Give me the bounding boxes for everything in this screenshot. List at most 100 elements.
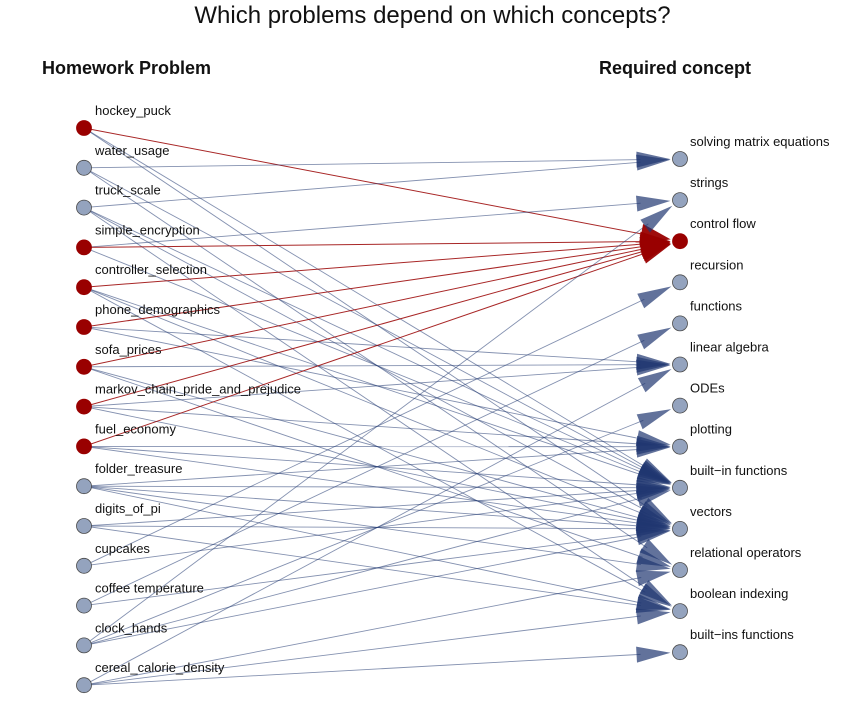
edge-13-9 xyxy=(83,536,642,646)
edge-3-8 xyxy=(83,246,644,474)
concept-node-11[interactable] xyxy=(672,603,688,619)
problem-node-7[interactable] xyxy=(76,398,92,415)
problem-label-5: phone_demographics xyxy=(95,302,221,317)
concept-node-12[interactable] xyxy=(672,644,688,661)
problem-label-0: hockey_puck xyxy=(95,103,171,118)
problem-label-8: fuel_economy xyxy=(95,421,176,436)
concept-node-7[interactable] xyxy=(672,438,688,455)
concept-label-3: recursion xyxy=(690,257,743,272)
problem-node-8[interactable] xyxy=(76,438,92,455)
concept-node-2[interactable] xyxy=(672,233,688,250)
problem-label-13: clock_hands xyxy=(95,620,168,635)
concept-label-6: ODEs xyxy=(690,381,725,396)
edge-8-2 xyxy=(83,252,647,447)
edge-0-8 xyxy=(83,127,647,468)
edge-13-1 xyxy=(83,223,649,646)
problem-node-14[interactable] xyxy=(76,677,92,694)
problem-node-11[interactable] xyxy=(76,557,92,574)
arrowhead-13-9 xyxy=(635,529,671,546)
problem-node-2[interactable] xyxy=(76,199,92,216)
concept-node-5[interactable] xyxy=(672,356,688,373)
edge-2-0 xyxy=(83,161,641,209)
edge-8-8 xyxy=(83,445,641,486)
edge-11-3 xyxy=(83,298,645,567)
concept-label-7: plotting xyxy=(690,422,732,437)
concept-node-0[interactable] xyxy=(672,151,688,167)
problem-node-1[interactable] xyxy=(76,159,92,176)
concept-label-0: solving matrix equations xyxy=(690,134,830,149)
edge-5-7 xyxy=(83,326,642,440)
arrowhead-14-5 xyxy=(637,369,672,393)
problem-node-12[interactable] xyxy=(76,597,92,614)
concept-node-10[interactable] xyxy=(672,562,688,578)
arrowhead-13-8 xyxy=(635,490,671,507)
edge-1-10 xyxy=(83,167,648,549)
edge-6-5 xyxy=(83,364,641,368)
problem-label-7: markov_chain_pride_and_prejudice xyxy=(95,382,301,397)
arrowhead-12-4 xyxy=(637,327,672,350)
edge-5-5 xyxy=(83,326,641,363)
concept-node-3[interactable] xyxy=(672,274,688,291)
edge-3-2 xyxy=(83,241,645,248)
problem-label-11: cupcakes xyxy=(95,541,150,556)
problem-label-9: folder_treasure xyxy=(95,461,182,476)
problem-node-5[interactable] xyxy=(76,319,92,335)
edge-4-2 xyxy=(83,243,645,288)
edge-4-11 xyxy=(83,286,646,593)
concept-node-6[interactable] xyxy=(672,397,688,414)
edge-6-10 xyxy=(83,366,643,558)
edge-12-9 xyxy=(83,533,641,607)
arrowhead-11-3 xyxy=(637,286,672,309)
edge-2-11 xyxy=(83,207,648,590)
concept-node-4[interactable] xyxy=(672,315,688,332)
edge-9-10 xyxy=(83,485,641,565)
edge-14-5 xyxy=(83,382,646,686)
arrowhead-2-9 xyxy=(637,501,672,525)
concept-node-8[interactable] xyxy=(672,479,688,496)
problem-label-12: coffee temperature xyxy=(95,581,204,596)
edge-9-9 xyxy=(83,485,641,527)
edge-3-1 xyxy=(83,202,641,248)
problem-node-4[interactable] xyxy=(76,279,92,296)
concept-node-1[interactable] xyxy=(672,192,688,209)
arrowhead-10-11 xyxy=(635,597,671,613)
arrowhead-1-10 xyxy=(639,539,673,565)
edge-10-8 xyxy=(83,489,641,527)
concept-label-12: built−ins functions xyxy=(690,627,794,642)
concept-node-9[interactable] xyxy=(672,521,688,537)
problem-node-0[interactable] xyxy=(76,120,92,136)
problem-node-10[interactable] xyxy=(76,518,92,534)
arrowhead-2-0 xyxy=(636,154,671,171)
edge-9-8 xyxy=(83,485,641,489)
problem-node-6[interactable] xyxy=(76,358,92,375)
concept-label-1: strings xyxy=(690,175,729,190)
edge-0-2 xyxy=(83,127,646,236)
problem-label-10: digits_of_pi xyxy=(95,501,161,516)
arrowhead-4-11 xyxy=(638,583,672,607)
edge-10-11 xyxy=(83,525,641,606)
edge-4-8 xyxy=(83,286,643,476)
edge-12-4 xyxy=(83,339,645,607)
problem-label-6: sofa_prices xyxy=(95,342,162,357)
edge-1-8 xyxy=(83,167,646,470)
edge-14-10 xyxy=(83,577,642,686)
labels-layer: hockey_puck water_usage truck_scale simple_… xyxy=(94,103,830,675)
edge-1-0 xyxy=(83,159,641,169)
problem-node-13[interactable] xyxy=(76,637,92,654)
problem-label-14: cereal_calorie_density xyxy=(95,660,225,675)
problem-node-9[interactable] xyxy=(76,478,92,495)
arrowhead-14-11 xyxy=(635,608,671,625)
problem-label-2: truck_scale xyxy=(95,183,161,198)
edge-14-12 xyxy=(83,653,641,686)
edge-14-11 xyxy=(83,615,641,686)
edges-layer xyxy=(83,127,649,686)
edge-4-9 xyxy=(83,286,644,515)
problem-node-3[interactable] xyxy=(76,239,92,256)
problem-column-header: Homework Problem xyxy=(42,58,212,78)
edge-7-7 xyxy=(83,406,641,445)
arrowhead-14-12 xyxy=(636,646,671,663)
edge-7-5 xyxy=(83,366,641,408)
nodes-layer xyxy=(76,120,688,694)
arrowhead-9-10 xyxy=(635,556,671,572)
edge-10-9 xyxy=(83,525,641,530)
